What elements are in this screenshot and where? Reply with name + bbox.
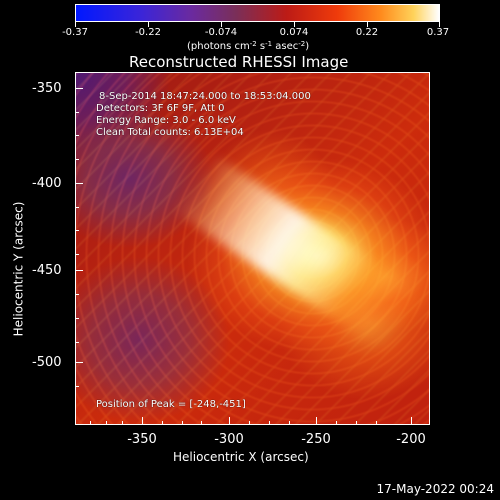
time-range-label: 8-Sep-2014 18:47:24.000 to 18:53:04.000: [99, 91, 311, 102]
y-axis-tick: [75, 183, 83, 184]
energy-range-label: Energy Range: 3.0 - 6.0 keV: [96, 115, 236, 126]
y-axis-tick-minor: [75, 254, 79, 255]
x-axis-tick-minor: [249, 421, 250, 425]
plot-title: Reconstructed RHESSI Image: [129, 53, 349, 71]
x-axis-tick-minor: [356, 421, 357, 425]
detectors-label: Detectors: 3F 6F 9F, Att 0: [96, 103, 225, 114]
colorbar-tick: [221, 22, 222, 27]
x-axis-title: Heliocentric X (arcsec): [173, 450, 309, 464]
colorbar-units-exp: -1: [265, 40, 273, 48]
colorbar-tick-label: 0.22: [355, 27, 379, 38]
y-axis-tick-minor: [75, 318, 79, 319]
x-axis-tick-minor: [201, 421, 202, 425]
peak-position-label: Position of Peak = [-248,-451]: [96, 399, 246, 410]
y-axis-tick-minor: [75, 112, 79, 113]
y-axis-tick-minor: [75, 207, 79, 208]
colorbar-units-mid2: asec: [272, 41, 299, 52]
y-axis-tick-minor: [75, 230, 79, 231]
x-axis-tick-minor: [336, 421, 337, 425]
x-axis-tick-minor: [289, 421, 290, 425]
x-tick-label: -350: [127, 432, 157, 447]
colorbar-tick-label: -0.22: [135, 27, 161, 38]
y-tick-label: -500: [32, 355, 62, 370]
y-axis-title: Heliocentric Y (arcsec): [11, 201, 26, 337]
colorbar-tick: [367, 22, 368, 27]
y-tick-label: -400: [32, 176, 62, 191]
colorbar-units-prefix: (photons cm: [187, 41, 250, 52]
y-axis-tick-minor: [75, 159, 79, 160]
y-axis-tick-minor: [75, 294, 79, 295]
colorbar-tick-label: -0.074: [204, 27, 238, 38]
colorbar-tick: [439, 22, 440, 27]
y-axis-tick-minor: [75, 386, 79, 387]
colorbar-units-suffix: ): [305, 41, 310, 52]
y-tick-label: -450: [32, 263, 62, 278]
y-axis-tick: [75, 362, 83, 363]
clean-total-counts-label: Clean Total counts: 6.13E+04: [96, 127, 244, 138]
colorbar-tick-label: -0.37: [62, 27, 88, 38]
colorbar-tick: [148, 22, 149, 27]
colorbar-units: (photons cm-2 s-1 asec-2): [187, 40, 310, 52]
colorbar-units-exp: -2: [298, 40, 306, 48]
x-axis-tick: [142, 417, 143, 425]
x-axis-tick-minor: [106, 421, 107, 425]
x-axis-tick: [229, 417, 230, 425]
x-axis-tick: [316, 417, 317, 425]
colorbar-units-mid: s: [256, 41, 266, 52]
x-axis-tick-minor: [182, 421, 183, 425]
y-axis-tick: [75, 88, 83, 89]
x-axis-tick-minor: [269, 421, 270, 425]
colorbar-tick-label: 0.074: [279, 27, 309, 38]
colorbar-tick-label: 0.37: [426, 27, 450, 38]
footer-date: 17-May-2022 00:24: [376, 482, 494, 496]
colorbar-tick: [294, 22, 295, 27]
colorbar-gradient: [76, 5, 439, 21]
x-tick-label: -300: [214, 432, 244, 447]
x-axis-tick: [411, 417, 412, 425]
x-axis-tick-minor: [376, 421, 377, 425]
y-axis-tick: [75, 270, 83, 271]
x-axis-tick-minor: [90, 421, 91, 425]
x-axis-tick-minor: [162, 421, 163, 425]
x-axis-tick-minor: [122, 421, 123, 425]
solar-image-plot: 8-Sep-2014 18:47:24.000 to 18:53:04.000 …: [75, 72, 430, 425]
y-axis-tick-minor: [75, 342, 79, 343]
x-tick-label: -250: [301, 432, 331, 447]
colorbar-tick: [75, 22, 76, 27]
colorbar-frame: [75, 4, 440, 22]
colorbar-ticks: [75, 22, 440, 30]
x-tick-label: -200: [396, 432, 426, 447]
y-axis-tick-minor: [75, 135, 79, 136]
y-tick-label: -350: [32, 81, 62, 96]
colorbar-units-exp: -2: [249, 40, 257, 48]
